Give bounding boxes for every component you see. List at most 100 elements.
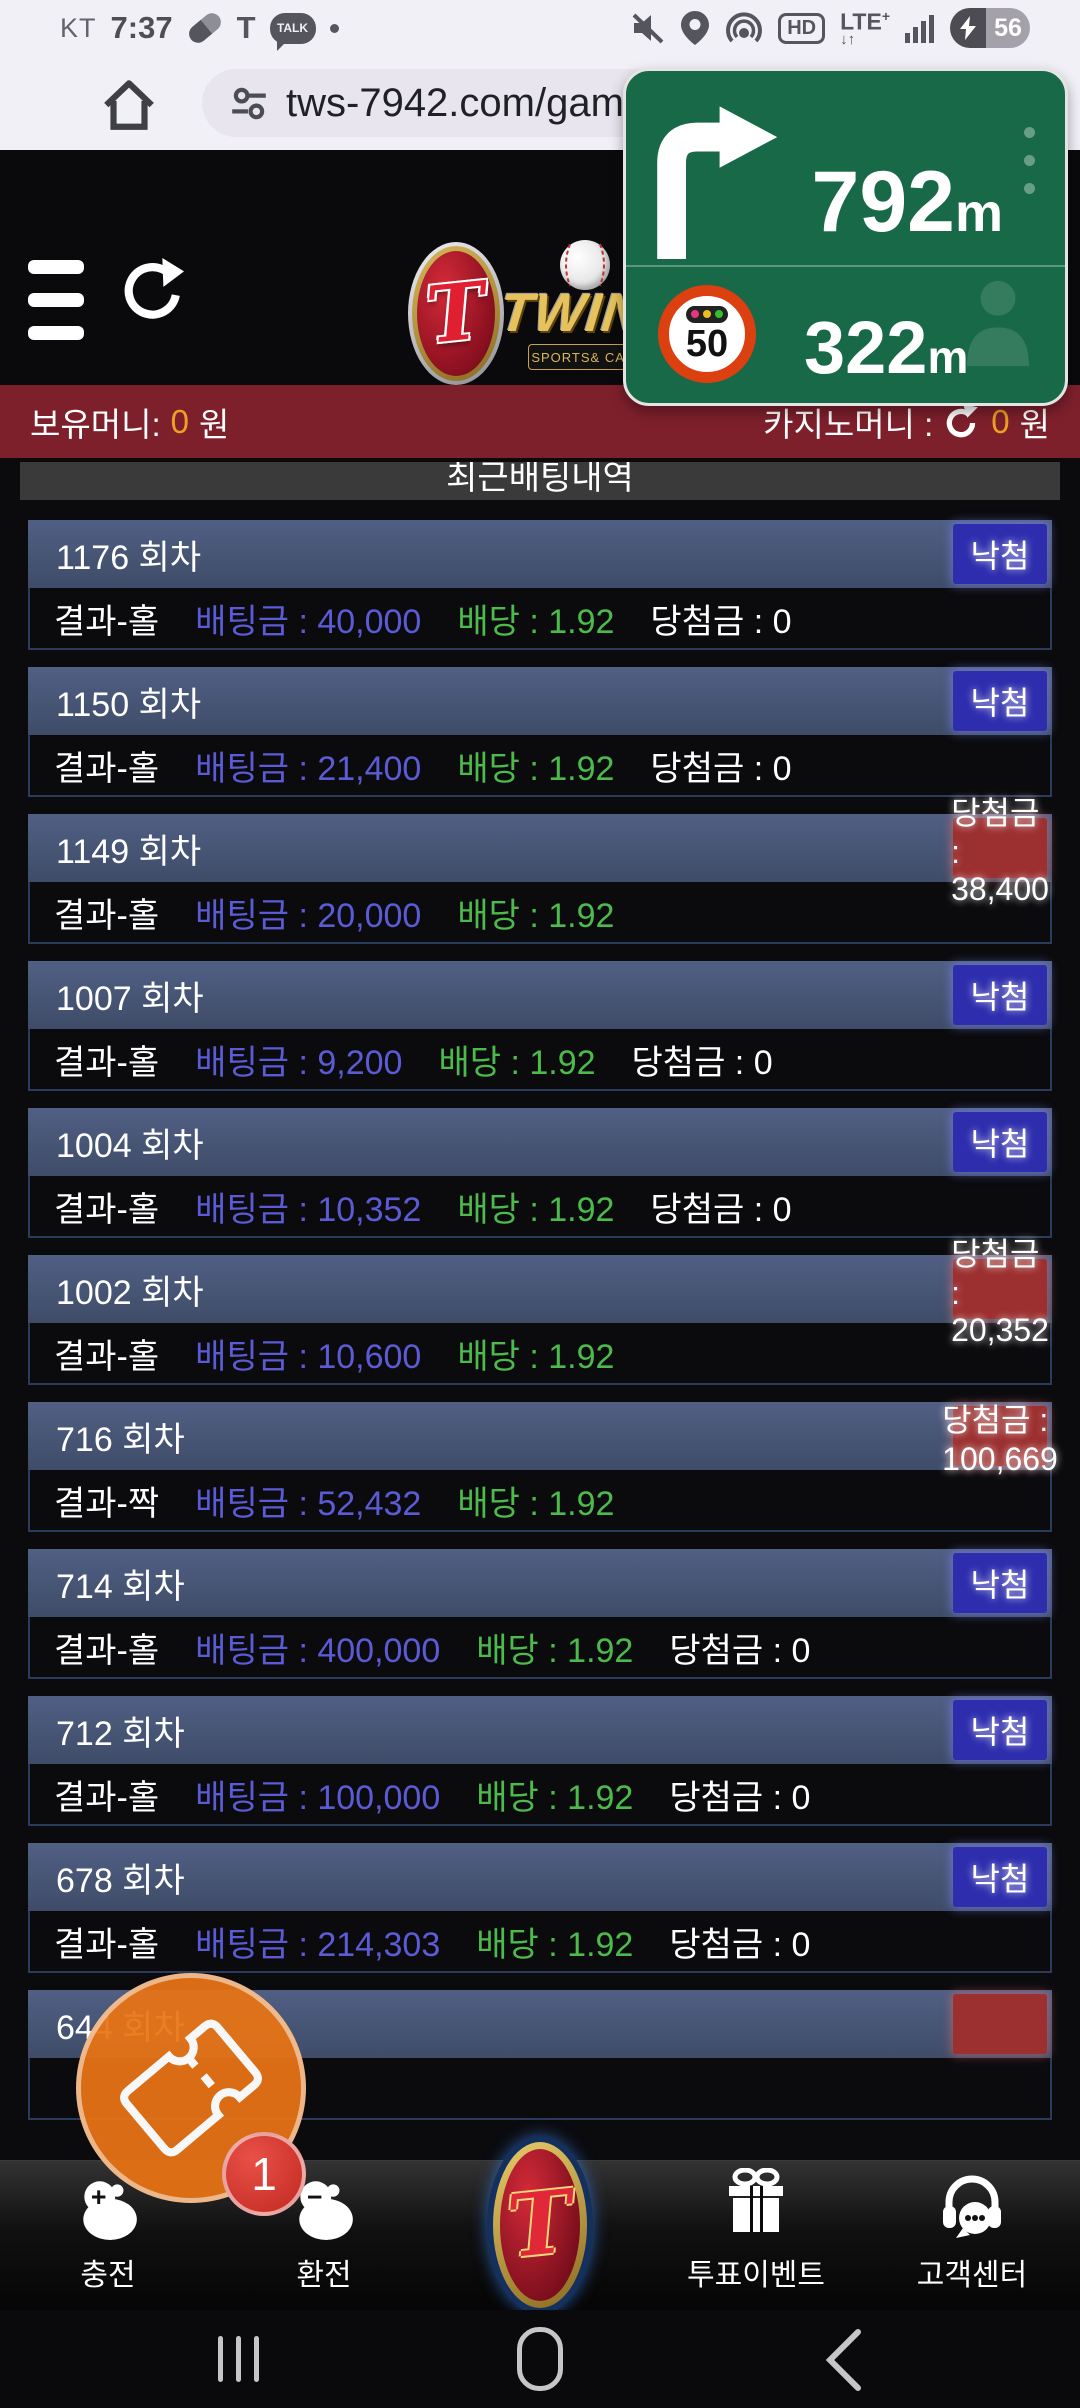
bet-detail-row: 결과-홀 배팅금 : 20,000 배당 : 1.92: [28, 882, 1052, 944]
round-label: 1004 회차: [56, 1126, 204, 1165]
bet-detail-row: 결과-홀 배팅금 : 21,400 배당 : 1.92 당첨금 : 0: [28, 735, 1052, 797]
bet-history-card: 1176 회차 낙첨 결과-홀 배팅금 : 40,000 배당 : 1.92 당…: [28, 520, 1052, 650]
site-settings-icon[interactable]: [228, 82, 270, 124]
nav-item-exchange[interactable]: − 환전: [216, 2161, 432, 2310]
piggy-bank-minus-icon: −: [299, 2181, 353, 2240]
svg-text:+: +: [91, 2182, 107, 2212]
nav-item-charge[interactable]: + 충전: [0, 2161, 216, 2310]
camera-distance: 322m: [804, 306, 969, 389]
logo-t-letter: T: [422, 264, 490, 362]
nav-item-home-logo[interactable]: T: [432, 2136, 648, 2314]
bet-round-header[interactable]: 1004 회차 낙첨: [28, 1108, 1052, 1176]
speed-limit-value: 50: [685, 322, 729, 365]
back-button[interactable]: [822, 2328, 866, 2392]
result-label: 결과-홀: [54, 749, 160, 788]
bet-history-card: 1007 회차 낙첨 결과-홀 배팅금 : 9,200 배당 : 1.92 당첨…: [28, 961, 1052, 1091]
bet-round-header[interactable]: 1149 회차 당첨금 : 38,400: [28, 795, 1052, 907]
twins-logo-button[interactable]: T: [487, 2136, 593, 2314]
round-label: 712 회차: [56, 1714, 185, 1753]
win-amount: 당첨금 : 0: [650, 602, 792, 641]
bet-round-header[interactable]: 716 회차 당첨금 : 100,669: [28, 1402, 1058, 1477]
casino-money-unit: 원: [1019, 405, 1050, 443]
carrier-label: KT: [60, 12, 97, 43]
bet-history-card: 1150 회차 낙첨 결과-홀 배팅금 : 21,400 배당 : 1.92 당…: [28, 667, 1052, 797]
odds-value: 배당 : 1.92: [457, 602, 615, 641]
refresh-icon[interactable]: [118, 258, 184, 324]
bet-round-header[interactable]: 712 회차 낙첨: [28, 1696, 1052, 1764]
turn-right-arrow-icon: [657, 106, 778, 259]
round-label: 1007 회차: [56, 979, 204, 1018]
overlay-menu-dots-icon[interactable]: [1024, 127, 1035, 194]
bet-amount: 배팅금 : 9,200: [195, 1043, 403, 1082]
android-navigation-bar: [0, 2310, 1080, 2408]
odds-value: 배당 : 1.92: [476, 1778, 634, 1817]
recents-button[interactable]: [218, 2336, 259, 2382]
bet-amount: 배팅금 : 10,600: [195, 1337, 422, 1376]
menu-icon[interactable]: [28, 260, 84, 340]
bet-round-header[interactable]: 678 회차 낙첨: [28, 1843, 1052, 1911]
nav-item-customer-center[interactable]: 고객센터: [864, 2161, 1080, 2310]
own-money: 보유머니: 0 원: [30, 398, 229, 446]
logo-t-letter: T: [502, 2170, 578, 2279]
logo-oval: T: [408, 242, 504, 385]
bottom-nav: + 충전 − 환전 T 투표이벤트 고객센터: [0, 2136, 1080, 2314]
casino-money-refresh-icon[interactable]: [943, 403, 981, 441]
status-badge: 당첨금 : 38,400: [951, 795, 1049, 907]
status-badge: 낙첨: [953, 1847, 1047, 1907]
bet-history-card: 1002 회차 당첨금 : 20,352 결과-홀 배팅금 : 10,600 배…: [28, 1236, 1052, 1385]
nav-item-vote-event[interactable]: 투표이벤트: [648, 2161, 864, 2310]
status-badge: 당첨금 : 20,352: [951, 1236, 1049, 1348]
odds-value: 배당 : 1.92: [457, 896, 615, 935]
bet-round-header[interactable]: 1002 회차 당첨금 : 20,352: [28, 1236, 1052, 1348]
page-content: 최근배팅내역 1176 회차 낙첨 결과-홀 배팅금 : 40,000 배당 :…: [0, 458, 1080, 2160]
nav-label: 투표이벤트: [687, 2259, 825, 2292]
status-badge: 낙첨: [953, 1112, 1047, 1172]
status-badge: 낙첨: [953, 965, 1047, 1025]
charging-bolt-icon: [960, 16, 976, 40]
bet-round-header[interactable]: 1007 회차 낙첨: [28, 961, 1052, 1029]
betting-slip-floating-button[interactable]: [76, 1973, 306, 2203]
location-icon: [681, 11, 710, 45]
bet-amount: 배팅금 : 100,000: [195, 1778, 441, 1817]
bet-detail-row: 결과-홀 배팅금 : 100,000 배당 : 1.92 당첨금 : 0: [28, 1764, 1052, 1826]
bet-round-header[interactable]: 1176 회차 낙첨: [28, 520, 1052, 588]
bet-history-card: 1149 회차 당첨금 : 38,400 결과-홀 배팅금 : 20,000 배…: [28, 795, 1052, 944]
status-badge: 낙첨: [953, 524, 1047, 584]
headset-icon: [943, 2175, 1001, 2238]
result-label: 결과-짝: [54, 1484, 160, 1523]
bet-detail-row: 결과-홀 배팅금 : 10,352 배당 : 1.92 당첨금 : 0: [28, 1176, 1052, 1238]
result-label: 결과-홀: [54, 1925, 160, 1964]
round-label: 1176 회차: [56, 538, 202, 577]
nav-label: 충전: [80, 2259, 136, 2292]
round-label: 716 회차: [56, 1420, 185, 1459]
bet-amount: 배팅금 : 214,303: [195, 1925, 441, 1964]
status-badge: [953, 1994, 1047, 2054]
betting-slip-count-badge[interactable]: 1: [222, 2132, 306, 2216]
bet-history-card: 1004 회차 낙첨 결과-홀 배팅금 : 10,352 배당 : 1.92 당…: [28, 1108, 1052, 1238]
bet-detail-row: 결과-짝 배팅금 : 52,432 배당 : 1.92: [28, 1470, 1052, 1532]
win-amount: 당첨금 : 0: [631, 1043, 773, 1082]
bet-history-card: 714 회차 낙첨 결과-홀 배팅금 : 400,000 배당 : 1.92 당…: [28, 1549, 1052, 1679]
navigation-overlay-widget[interactable]: 792m 50 322m: [623, 68, 1068, 406]
lte-network-icon: LTE+ ↓↑: [840, 8, 890, 48]
round-label: 1002 회차: [56, 1273, 204, 1312]
nav-label: 환전: [296, 2259, 352, 2292]
bet-detail-row: 결과-홀 배팅금 : 214,303 배당 : 1.92 당첨금 : 0: [28, 1911, 1052, 1973]
home-icon[interactable]: [98, 72, 160, 134]
odds-value: 배당 : 1.92: [476, 1925, 634, 1964]
battery-icon: 56: [950, 8, 1030, 48]
win-amount: 당첨금 : 0: [669, 1631, 811, 1670]
t-app-notification-icon: T: [236, 10, 256, 45]
clock: 7:37: [110, 10, 173, 45]
history-title-bar: 최근배팅내역: [20, 462, 1060, 500]
own-money-value: 0: [170, 402, 189, 440]
battery-percent: 56: [986, 8, 1030, 48]
url-text[interactable]: tws-7942.com/gam: [286, 80, 624, 125]
bet-amount: 배팅금 : 52,432: [195, 1484, 422, 1523]
win-amount: 당첨금 : 0: [669, 1778, 811, 1817]
status-badge: 낙첨: [953, 1700, 1047, 1760]
bet-detail-row: 결과-홀 배팅금 : 10,600 배당 : 1.92: [28, 1323, 1052, 1385]
bet-round-header[interactable]: 714 회차 낙첨: [28, 1549, 1052, 1617]
bet-round-header[interactable]: 1150 회차 낙첨: [28, 667, 1052, 735]
home-button[interactable]: [517, 2327, 563, 2391]
